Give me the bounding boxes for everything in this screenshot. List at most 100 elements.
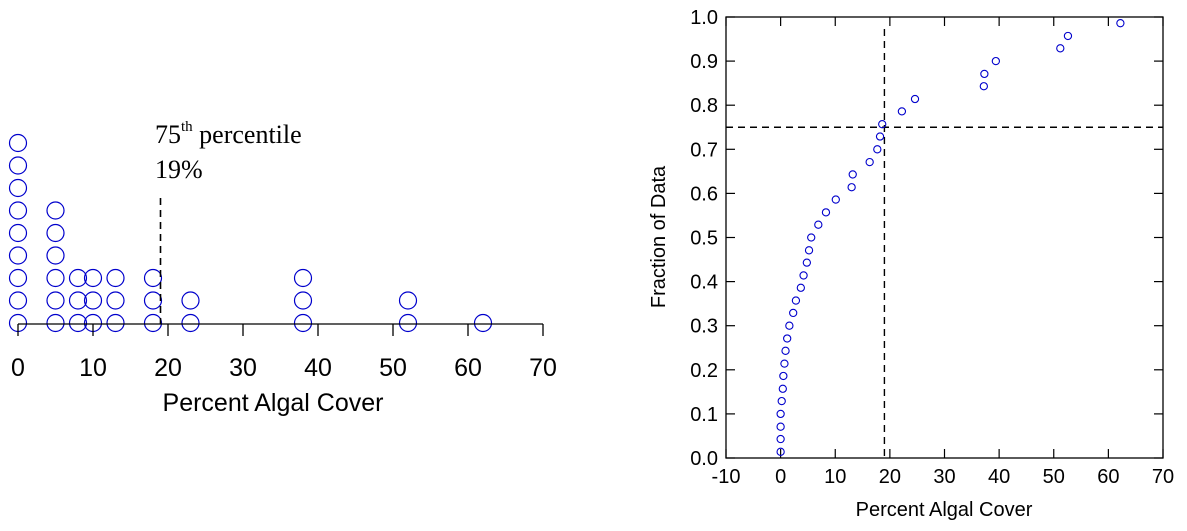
cdf-marker — [875, 132, 885, 141]
dot-plot-x-tick-label: 60 — [454, 354, 482, 382]
cdf-marker — [776, 434, 785, 444]
dot-plot-marker — [143, 291, 163, 310]
cdf-x-tick-label: 0 — [775, 466, 786, 488]
cdf-y-tick-label: 0.4 — [690, 272, 718, 294]
dot-plot-marker — [46, 268, 65, 288]
cdf-marker — [991, 56, 1000, 66]
cdf-y-tick-label: 0.7 — [690, 139, 718, 161]
dot-plot-marker — [8, 178, 28, 198]
dot-plot-x-tick-label: 30 — [229, 354, 257, 382]
dot-plot-markers — [8, 133, 493, 333]
dot-plot-marker — [398, 313, 418, 333]
dot-plot-marker — [106, 268, 125, 288]
cdf-axes: -10 0 10 20 30 40 50 60 70 0.0 0.1 0.2 0.3 0.4 0.5 0.6 0… — [690, 7, 1174, 488]
cdf-marker — [799, 271, 808, 280]
dot-plot-marker — [68, 268, 88, 288]
dot-plot-marker — [181, 291, 200, 310]
dot-plot-marker — [46, 246, 65, 265]
cdf-y-tick-label: 0.8 — [690, 95, 718, 117]
cdf-marker — [776, 409, 785, 419]
dot-plot-marker — [8, 201, 28, 220]
cdf-plot-panel: -10 0 10 20 30 40 50 60 70 0.0 0.1 0.2 0.3 0.4 0.5 0.6 0… — [648, 7, 1174, 521]
dot-plot-x-tick-label: 20 — [154, 354, 182, 382]
cdf-x-tick-label: 70 — [1152, 466, 1174, 488]
dot-plot-x-tick-label: 0 — [11, 354, 25, 382]
cdf-y-tick-label: 1.0 — [690, 7, 718, 29]
cdf-marker — [791, 296, 801, 305]
dot-plot-marker — [8, 223, 28, 243]
dot-plot-x-axis: 0 10 20 30 40 50 60 70 — [11, 323, 557, 382]
dot-plot-marker — [293, 291, 313, 310]
percentile-annotation-line2: 19% — [155, 155, 203, 184]
cdf-x-tick-label: -10 — [712, 466, 741, 488]
percentile-annotation-line1: 75th percentile — [155, 119, 302, 149]
cdf-y-tick-label: 0.5 — [690, 228, 718, 250]
cdf-marker — [865, 157, 874, 167]
dot-plot-marker — [143, 313, 163, 333]
dot-plot-x-tick-label: 50 — [379, 354, 407, 382]
cdf-y-tick-label: 0.0 — [690, 448, 718, 470]
dot-plot-marker — [473, 313, 493, 333]
dot-plot-marker — [8, 246, 28, 265]
cdf-x-tick-label: 10 — [824, 466, 846, 488]
dot-plot-x-tick-label: 70 — [529, 354, 557, 382]
cdf-marker — [873, 145, 882, 154]
cdf-x-tick-label: 40 — [988, 466, 1010, 488]
dot-plot-marker — [68, 313, 88, 333]
cdf-plot-frame — [725, 16, 1164, 459]
dot-plot-x-tick-label: 10 — [79, 354, 107, 382]
dot-plot-marker — [46, 291, 65, 310]
cdf-marker — [776, 422, 785, 431]
dot-plot-marker — [143, 268, 163, 288]
cdf-x-tick-label: 50 — [1043, 466, 1065, 488]
cdf-marker — [831, 195, 840, 204]
cdf-y-axis-label: Fraction of Data — [648, 165, 670, 308]
cdf-marker — [783, 334, 792, 343]
dot-plot-x-tick-label: 40 — [304, 354, 332, 382]
cdf-x-axis-label: Percent Algal Cover — [856, 499, 1033, 521]
cdf-x-tick-label: 60 — [1097, 466, 1119, 488]
cdf-marker — [979, 82, 988, 91]
cdf-marker — [779, 371, 788, 381]
cdf-marker — [789, 308, 798, 318]
dot-plot-marker — [293, 313, 313, 333]
cdf-marker — [778, 384, 787, 393]
cdf-marker — [910, 94, 920, 104]
cdf-x-tick-label: 20 — [879, 466, 901, 488]
cdf-marker — [878, 120, 887, 129]
cdf-y-tick-label: 0.9 — [690, 51, 718, 73]
cdf-marker — [814, 220, 823, 229]
dot-plot-marker — [46, 223, 65, 243]
cdf-marker — [1056, 44, 1065, 53]
cdf-marker — [807, 233, 816, 242]
cdf-marker — [781, 346, 790, 355]
cdf-marker — [777, 396, 786, 406]
cdf-y-tick-label: 0.6 — [690, 183, 718, 205]
cdf-markers — [776, 19, 1125, 456]
cdf-marker — [1116, 19, 1125, 28]
cdf-marker — [804, 246, 814, 255]
dot-plot-marker — [8, 291, 28, 310]
cdf-reference-lines — [726, 29, 1163, 458]
dot-plot-marker — [83, 268, 103, 288]
dot-plot-marker — [8, 133, 28, 153]
dot-plot-marker — [68, 291, 88, 310]
cdf-marker — [897, 107, 907, 116]
cdf-marker — [980, 69, 989, 79]
cdf-marker — [848, 170, 857, 179]
cdf-marker — [796, 283, 805, 292]
dot-plot-panel: 0 10 20 30 40 50 60 70 Percent Algal Cover 75th… — [8, 119, 557, 417]
dot-plot-marker — [106, 291, 125, 310]
cdf-marker — [776, 447, 785, 456]
dot-plot-marker — [8, 156, 28, 175]
dot-plot-marker — [46, 201, 65, 220]
cdf-y-tick-label: 0.1 — [690, 404, 718, 426]
cdf-marker — [780, 359, 789, 368]
dot-plot-marker — [46, 313, 65, 333]
cdf-marker — [785, 321, 794, 330]
cdf-marker — [821, 208, 831, 217]
cdf-marker — [802, 258, 811, 267]
cdf-x-tick-label: 30 — [933, 466, 955, 488]
cdf-marker — [1063, 31, 1073, 41]
